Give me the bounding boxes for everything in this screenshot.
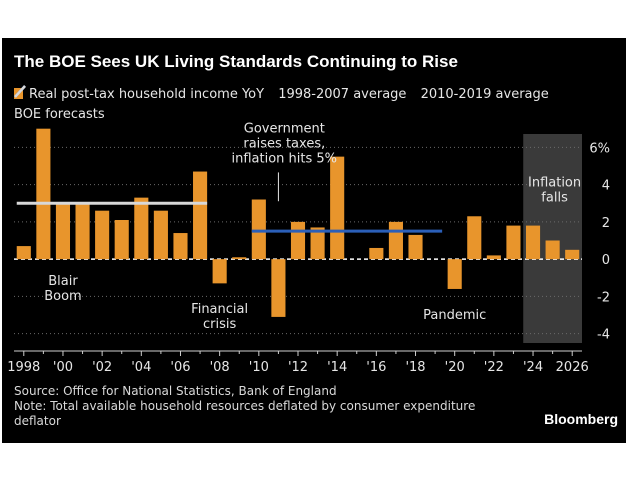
bar <box>408 234 423 260</box>
x-tick-label: 1998 <box>7 360 40 375</box>
annotation-crisis: crisis <box>203 317 236 332</box>
y-tick-label: 4 <box>602 179 610 194</box>
chart-title: The BOE Sees UK Living Standards Continu… <box>14 52 458 71</box>
bar <box>114 220 129 260</box>
legend: Real post-tax household income YoY 1998-… <box>14 85 614 125</box>
bar <box>212 259 227 284</box>
bar <box>36 128 51 260</box>
legend-label-avg-1998-2007: 1998-2007 average <box>278 87 407 102</box>
annotation-inflation: Inflation <box>528 175 581 190</box>
x-tick-label: '04 <box>131 360 151 375</box>
y-tick-label: -4 <box>597 328 610 343</box>
x-tick-label: '02 <box>92 360 112 375</box>
x-tick-label: '24 <box>523 360 543 375</box>
source-note: Source: Office for National Statistics, … <box>14 384 337 398</box>
bar <box>16 246 31 260</box>
bar <box>290 221 306 260</box>
bar <box>467 216 482 260</box>
bar <box>447 259 462 289</box>
y-tick-label: 2 <box>602 216 610 231</box>
bar <box>545 240 560 260</box>
y-tick-label: 0 <box>602 253 610 268</box>
x-tick-label: '10 <box>249 360 269 375</box>
footnotes: Source: Office for National Statistics, … <box>14 384 514 429</box>
legend-label-avg-2010-2019: 2010-2019 average <box>420 87 549 102</box>
chart-frame: The BOE Sees UK Living Standards Continu… <box>2 38 626 443</box>
x-tick-label: 2026 <box>556 360 589 375</box>
bar <box>55 203 71 260</box>
annotation-crisis: Financial <box>191 302 248 317</box>
bar <box>153 210 168 260</box>
bar <box>193 171 208 260</box>
bar <box>173 233 188 260</box>
legend-label-forecasts: BOE forecasts <box>14 107 105 122</box>
bar <box>565 249 580 260</box>
bar <box>486 255 501 260</box>
annotation-govt: raises taxes, <box>243 136 325 151</box>
bar <box>232 257 247 260</box>
x-tick-label: '14 <box>327 360 347 375</box>
bar <box>95 210 110 260</box>
bar <box>388 221 403 260</box>
x-tick-label: '16 <box>366 360 386 375</box>
legend-label-income: Real post-tax household income YoY <box>29 87 265 102</box>
bar <box>271 259 286 317</box>
bar <box>369 247 384 260</box>
x-tick-label: '06 <box>170 360 190 375</box>
chart-plot: 6% 4 2 0 -2 -4 1998 '00 '02 '04 '06 '08 '10 '12 '14 '16… <box>7 121 610 375</box>
brand-logo: Bloomberg <box>544 411 618 427</box>
bar <box>310 227 325 260</box>
bar <box>251 199 266 260</box>
note-line-1: Note: Total available household resource… <box>14 399 476 413</box>
bar <box>75 203 90 260</box>
x-tick-label: '00 <box>53 360 73 375</box>
x-tick-label: '08 <box>210 360 230 375</box>
x-tick-label: '22 <box>484 360 504 375</box>
legend-item-forecasts: BOE forecasts <box>14 85 105 125</box>
note-line-2: deflator <box>14 414 61 428</box>
x-tick-label: '12 <box>288 360 308 375</box>
x-tick-label: '18 <box>405 360 425 375</box>
annotation-govt: inflation hits 5% <box>232 151 338 166</box>
legend-swatch-line <box>14 85 26 98</box>
bar <box>525 225 541 260</box>
annotation-pandemic: Pandemic <box>423 308 486 323</box>
bar <box>330 156 345 260</box>
y-tick-label: 6% <box>589 141 610 156</box>
legend-swatch-forecasts <box>14 85 26 98</box>
x-tick-label: '20 <box>445 360 465 375</box>
annotation-blair: Blair <box>48 274 78 289</box>
bar <box>134 197 149 260</box>
bar <box>506 225 521 260</box>
y-tick-label: -2 <box>597 290 610 305</box>
annotation-govt: Government <box>244 121 325 136</box>
annotation-inflation: falls <box>541 190 568 205</box>
annotation-blair: Boom <box>44 289 82 304</box>
